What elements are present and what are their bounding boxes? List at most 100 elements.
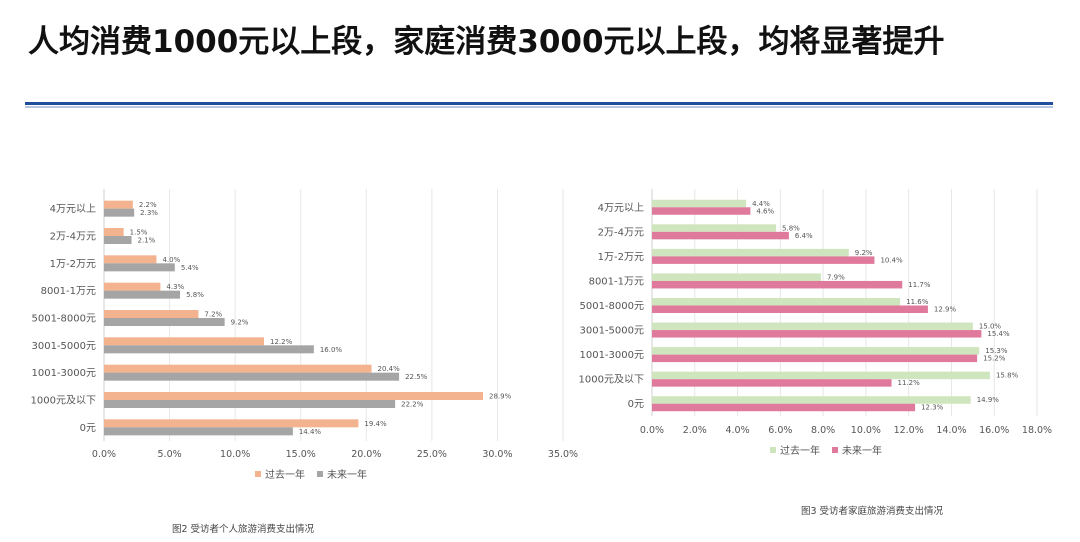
- chart2-bar: [652, 224, 777, 232]
- chart1-x-tick-label: 25.0%: [417, 449, 447, 460]
- chart1-category-label: 4万元以上: [50, 203, 96, 215]
- chart1-bar: [104, 228, 124, 236]
- chart2-legend-swatch: [832, 447, 838, 453]
- chart2-category-label: 3001-5000元: [579, 326, 644, 337]
- chart1-x-tick-label: 15.0%: [286, 449, 316, 460]
- chart1-x-tick-label: 0.0%: [92, 449, 116, 460]
- chart2-data-label: 15.4%: [987, 330, 1010, 338]
- chart1-data-label: 1.5%: [130, 229, 148, 237]
- chart1-data-label: 7.2%: [204, 311, 222, 319]
- chart2-category-label: 1000元及以下: [579, 374, 644, 386]
- chart2-bar: [652, 322, 973, 331]
- chart1-x-tick-label: 20.0%: [351, 449, 381, 460]
- chart1-bar: [104, 290, 181, 299]
- chart1-bar: [104, 263, 175, 272]
- chart1-bar: [104, 364, 372, 373]
- chart2-data-label: 15.0%: [979, 323, 1002, 331]
- chart1-data-label: 4.3%: [166, 283, 184, 291]
- chart2-data-label: 10.4%: [880, 256, 903, 264]
- chart2-category-label: 1001-3000元: [579, 350, 644, 361]
- chart1-bar: [104, 310, 199, 318]
- chart1-data-label: 9.2%: [231, 319, 249, 327]
- chart1-legend-swatch: [317, 471, 323, 477]
- chart1-bar: [104, 400, 396, 408]
- chart2-category-label: 2万-4万元: [598, 227, 644, 238]
- chart1-data-label: 20.4%: [378, 365, 401, 373]
- chart2-bar: [652, 298, 901, 306]
- chart2-bar: [652, 305, 928, 313]
- chart1-bar: [104, 318, 225, 326]
- chart2-x-tick-label: 14.0%: [936, 425, 966, 436]
- chart2-data-label: 11.6%: [906, 298, 929, 306]
- chart1-data-label: 4.0%: [162, 256, 180, 264]
- chart2-bar: [652, 273, 821, 281]
- chart2-x-tick-label: 12.0%: [894, 425, 924, 436]
- chart1-x-tick-label: 30.0%: [482, 449, 512, 460]
- chart1-data-label: 28.9%: [489, 393, 512, 401]
- chart1-legend-swatch: [255, 471, 261, 477]
- chart1-x-tick-label: 35.0%: [548, 449, 578, 460]
- chart1-category-label: 1001-3000元: [31, 368, 96, 379]
- chart2-data-label: 4.6%: [756, 207, 774, 215]
- chart2-legend-swatch: [770, 447, 776, 453]
- chart2-bar: [652, 371, 990, 380]
- chart1-data-label: 16.0%: [320, 346, 343, 354]
- chart1-x-tick-label: 10.0%: [220, 449, 250, 460]
- chart2-x-tick-label: 6.0%: [768, 425, 792, 436]
- chart2-legend-label: 未来一年: [842, 444, 882, 457]
- chart2-bar: [652, 199, 747, 208]
- chart1-bar: [104, 337, 264, 346]
- chart2-data-label: 4.4%: [752, 200, 770, 208]
- chart2-category-label: 1万-2万元: [598, 252, 644, 263]
- chart2-x-tick-label: 10.0%: [851, 425, 881, 436]
- chart2-x-tick-label: 4.0%: [725, 425, 749, 436]
- chart1-category-label: 2万-4万元: [50, 232, 96, 243]
- chart2-category-label: 4万元以上: [598, 202, 644, 214]
- chart1-data-label: 2.1%: [138, 237, 156, 245]
- chart1-data-label: 5.4%: [181, 264, 199, 272]
- chart2-x-tick-label: 0.0%: [640, 425, 664, 436]
- chart2-data-label: 7.9%: [827, 273, 845, 281]
- chart1-data-label: 5.8%: [186, 291, 204, 299]
- chart1-bar: [104, 345, 314, 354]
- chart1-bar: [104, 392, 484, 400]
- chart2-data-label: 12.9%: [934, 306, 957, 314]
- title-underline-shadow: [25, 106, 1053, 108]
- chart2-data-label: 5.8%: [782, 224, 800, 232]
- chart1-data-label: 2.3%: [140, 209, 158, 217]
- chart2-data-label: 15.8%: [996, 372, 1019, 380]
- chart1-category-label: 1万-2万元: [50, 259, 96, 270]
- chart1-caption: 图2 受访者个人旅游消费支出情况: [172, 523, 315, 535]
- chart1-data-label: 22.2%: [401, 401, 424, 409]
- chart1-data-label: 12.2%: [270, 338, 293, 346]
- chart1-legend-label: 过去一年: [265, 468, 305, 481]
- chart2-legend-label: 过去一年: [780, 444, 820, 457]
- chart2-data-label: 11.2%: [898, 379, 921, 387]
- page-title: 人均消费1000元以上段，家庭消费3000元以上段，均将显著提升: [28, 24, 945, 60]
- chart2-x-tick-label: 18.0%: [1022, 425, 1052, 436]
- chart1-bar: [104, 208, 135, 217]
- chart2-data-label: 14.9%: [977, 396, 1000, 404]
- chart1-bar: [104, 255, 157, 264]
- chart1-bar: [104, 200, 133, 209]
- chart1-data-label: 22.5%: [405, 373, 428, 381]
- chart2-data-label: 15.2%: [983, 355, 1006, 363]
- chart2-category-label: 0元: [628, 399, 644, 410]
- chart2-bar: [652, 248, 849, 257]
- chart2-bar: [652, 207, 751, 215]
- chart1-data-label: 19.4%: [364, 420, 387, 428]
- chart2-data-label: 12.3%: [921, 404, 944, 412]
- chart2-bar: [652, 231, 789, 240]
- chart1-bar: [104, 282, 161, 291]
- chart2-category-label: 8001-1万元: [589, 276, 644, 287]
- chart2-bar: [652, 280, 903, 289]
- chart1-category-label: 0元: [80, 423, 96, 434]
- chart1-bar: [104, 427, 293, 436]
- chart2-bar: [652, 403, 916, 412]
- chart2-x-tick-label: 2.0%: [683, 425, 707, 436]
- chart2-data-label: 11.7%: [908, 281, 931, 289]
- chart1-bar: [104, 236, 132, 244]
- chart2-category-label: 5001-8000元: [579, 301, 644, 312]
- chart1-bar: [104, 419, 359, 428]
